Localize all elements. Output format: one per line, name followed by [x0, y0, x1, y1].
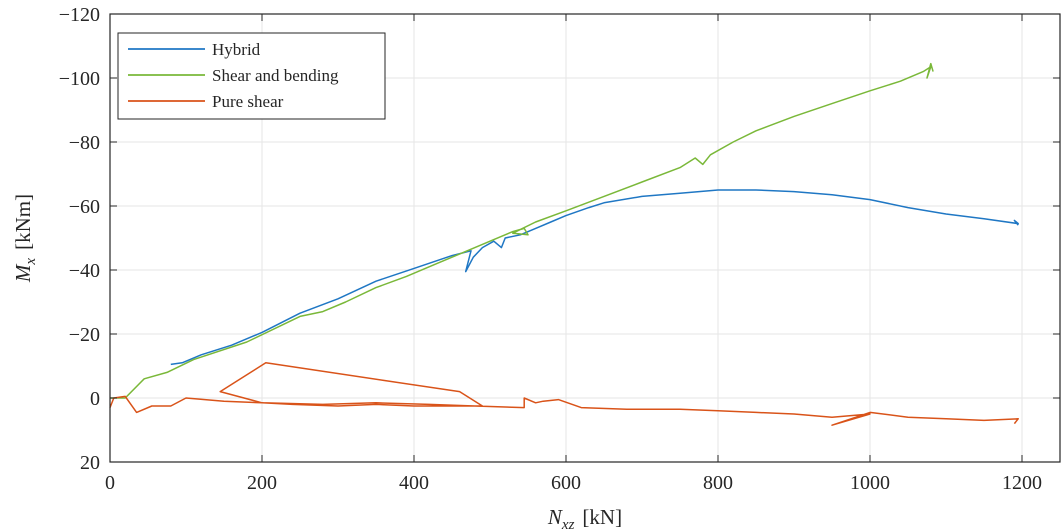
x-axis-title: Nxz [kN]	[547, 505, 622, 531]
series-line-hybrid	[170, 189, 1019, 366]
y-tick-label: 20	[80, 452, 100, 474]
x-tick-label: 600	[551, 472, 581, 494]
x-tick-label: 200	[247, 472, 277, 494]
y-tick-label: −120	[59, 4, 100, 26]
x-axis-title-base: N	[547, 505, 563, 529]
legend-label-hybrid: Hybrid	[212, 40, 261, 59]
legend: Hybrid Shear and bending Pure shear	[117, 32, 386, 120]
axis-ticks	[109, 13, 1060, 463]
x-axis-title-sub: xz	[561, 517, 575, 531]
plot-area-frame	[109, 13, 1061, 463]
y-tick-label: −40	[69, 260, 100, 282]
y-tick-label: −60	[69, 196, 100, 218]
legend-box	[117, 32, 386, 120]
y-tick-label: −80	[69, 132, 100, 154]
legend-label-pure-shear: Pure shear	[212, 92, 284, 111]
x-tick-label: 1200	[1002, 472, 1042, 494]
y-axis-title-unit: [kNm]	[11, 194, 35, 250]
series-line-shear-and-bending	[110, 62, 934, 399]
x-axis-title-unit: [kN]	[582, 505, 622, 529]
x-tick-label: 1000	[850, 472, 890, 494]
series-line-pure-shear	[109, 362, 1019, 426]
tick-labels: 0 200 400 600 800 1000 1200−120−100−80−60−40−2…	[59, 4, 1042, 494]
y-tick-label: −20	[69, 324, 100, 346]
y-axis-title-base: M	[11, 263, 35, 283]
legend-label-shear-and-bending: Shear and bending	[212, 66, 339, 85]
y-tick-label: 0	[90, 388, 100, 410]
x-tick-label: 800	[703, 472, 733, 494]
x-tick-label: 400	[399, 472, 429, 494]
y-axis-title: Mx [kNm]	[11, 194, 39, 283]
y-axis-title-sub: x	[23, 258, 39, 266]
y-tick-label: −100	[59, 68, 100, 90]
grid	[110, 14, 1060, 462]
x-tick-label: 0	[105, 472, 115, 494]
y-axis-title-group: Mx [kNm]	[11, 194, 39, 283]
series-layer	[109, 62, 1019, 426]
